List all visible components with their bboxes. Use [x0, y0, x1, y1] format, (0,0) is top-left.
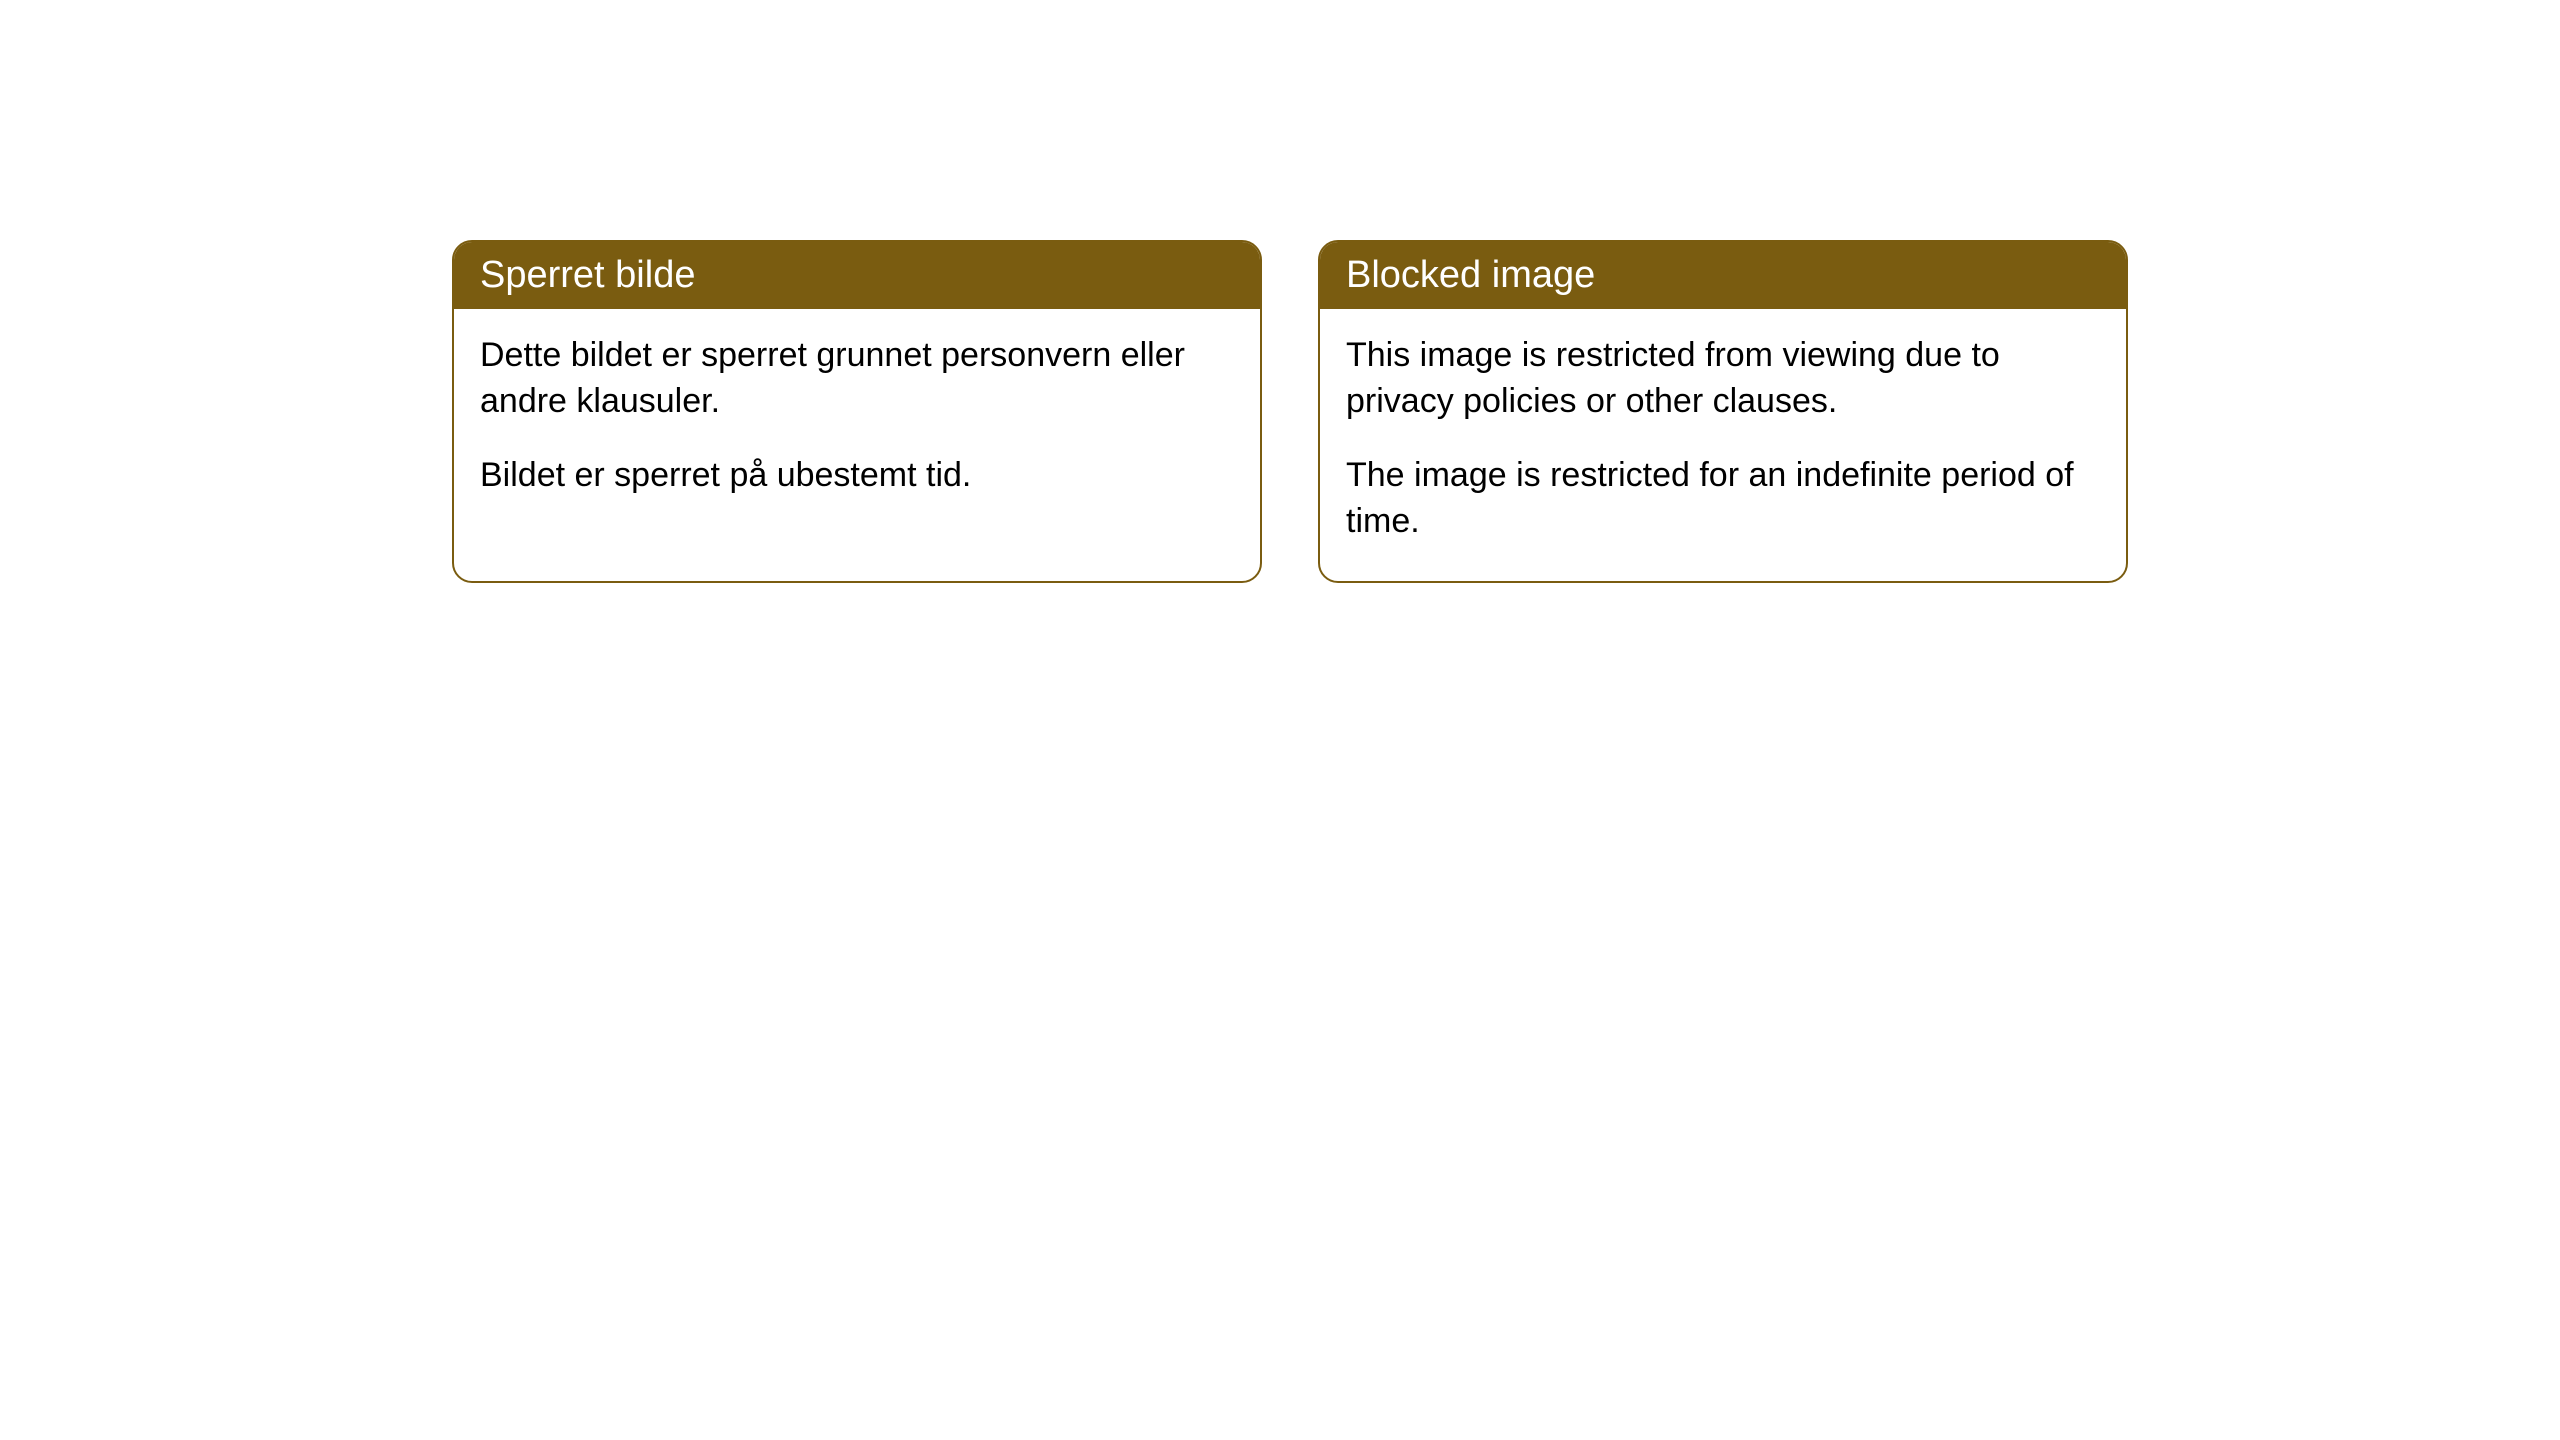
notice-card-norwegian: Sperret bilde Dette bildet er sperret gr…: [452, 240, 1262, 583]
card-body-norwegian: Dette bildet er sperret grunnet personve…: [454, 309, 1260, 535]
card-header-english: Blocked image: [1320, 242, 2126, 309]
card-title-norwegian: Sperret bilde: [480, 254, 695, 296]
card-body-english: This image is restricted from viewing du…: [1320, 309, 2126, 581]
notice-cards-container: Sperret bilde Dette bildet er sperret gr…: [452, 240, 2128, 583]
card-title-english: Blocked image: [1346, 254, 1595, 296]
card-text-norwegian-2: Bildet er sperret på ubestemt tid.: [480, 453, 1234, 499]
card-text-english-2: The image is restricted for an indefinit…: [1346, 453, 2100, 545]
notice-card-english: Blocked image This image is restricted f…: [1318, 240, 2128, 583]
card-text-english-1: This image is restricted from viewing du…: [1346, 333, 2100, 425]
card-text-norwegian-1: Dette bildet er sperret grunnet personve…: [480, 333, 1234, 425]
card-header-norwegian: Sperret bilde: [454, 242, 1260, 309]
